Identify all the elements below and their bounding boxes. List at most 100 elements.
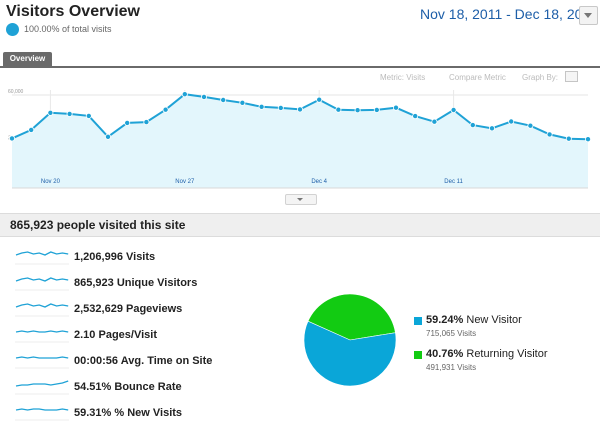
sparkline-icon (15, 408, 69, 421)
metric-label: Pages/Visit (98, 329, 157, 341)
data-point[interactable] (296, 106, 303, 113)
data-point[interactable] (143, 119, 150, 126)
legend-label: New Visitor (466, 314, 522, 326)
sparkline-icon (15, 303, 69, 317)
data-point[interactable] (354, 107, 361, 114)
data-point[interactable] (392, 104, 399, 111)
metric-label: Bounce Rate (114, 381, 182, 393)
metric-row[interactable]: 54.51% Bounce Rate (0, 375, 290, 399)
sparkline-icon (15, 251, 69, 265)
compare-metric-selector[interactable]: Compare Metric (449, 73, 506, 82)
summary-bar (0, 213, 600, 237)
metric-label: Unique Visitors (116, 277, 198, 289)
data-point[interactable] (85, 112, 92, 119)
sparkline-icon (15, 277, 69, 291)
metric-number: 2.10 (74, 329, 96, 341)
metric-value: 865,923 Unique Visitors (74, 277, 197, 289)
data-point[interactable] (316, 96, 323, 103)
data-point[interactable] (565, 135, 572, 142)
graph-by-label: Graph By: (522, 73, 559, 82)
data-point[interactable] (66, 110, 73, 117)
visitor-type-pie-chart (303, 293, 397, 387)
metric-number: 865,923 (74, 277, 114, 289)
pie-slice-new-visitor[interactable] (303, 320, 397, 387)
metric-row[interactable]: 2,532,629 Pageviews (0, 297, 290, 321)
metric-value: 2,532,629 Pageviews (74, 303, 182, 315)
legend-entry[interactable]: 40.76% Returning Visitor (426, 348, 548, 360)
sparkline-icon (15, 356, 69, 369)
tab-underline (0, 66, 600, 68)
metric-label: % New Visits (114, 407, 183, 419)
legend-label: Returning Visitor (466, 348, 548, 360)
data-point[interactable] (546, 131, 553, 138)
metric-number: 00:00:56 (74, 355, 119, 367)
metric-row[interactable]: 2.10 Pages/Visit (0, 323, 290, 347)
metric-value: 54.51% Bounce Rate (74, 381, 182, 393)
data-point[interactable] (469, 122, 476, 129)
sparkline-icon (15, 330, 69, 343)
x-tick-label: Dec 4 (311, 179, 327, 185)
chart-expand-handle[interactable] (285, 194, 317, 205)
data-point[interactable] (28, 126, 35, 133)
sparkline-icon (15, 380, 69, 395)
legend-swatch (414, 317, 422, 325)
metric-row[interactable]: 00:00:56 Avg. Time on Site (0, 349, 290, 373)
data-point[interactable] (527, 122, 534, 129)
data-point[interactable] (277, 104, 284, 111)
metric-label: Visits (126, 251, 156, 263)
data-point[interactable] (105, 133, 112, 140)
date-range-picker[interactable]: Nov 18, 2011 - Dec 18, 2011 (420, 6, 597, 22)
metric-number: 59.31% (74, 407, 112, 419)
data-point[interactable] (508, 118, 515, 125)
data-point[interactable] (200, 93, 207, 100)
data-point[interactable] (258, 103, 265, 110)
data-point[interactable] (335, 106, 342, 113)
metric-number: 2,532,629 (74, 303, 123, 315)
metric-value: 2.10 Pages/Visit (74, 329, 157, 341)
date-range-dropdown-button[interactable] (579, 6, 598, 25)
segment-label: 100.00% of total visits (24, 24, 112, 34)
data-point[interactable] (431, 118, 438, 125)
x-tick-label: Dec 11 (444, 179, 463, 185)
metric-label: Avg. Time on Site (120, 355, 213, 367)
data-point[interactable] (488, 125, 495, 132)
metric-value: 1,206,996 Visits (74, 251, 155, 263)
segment-pie-icon (6, 23, 19, 36)
legend-entry[interactable]: 59.24% New Visitor (426, 314, 522, 326)
metric-row[interactable]: 1,206,996 Visits (0, 245, 290, 269)
data-point[interactable] (8, 135, 15, 142)
data-point[interactable] (162, 106, 169, 113)
metric-label: Pageviews (126, 303, 183, 315)
data-point[interactable] (47, 109, 54, 116)
graph-by-chart-icon[interactable] (565, 71, 578, 82)
data-point[interactable] (450, 107, 457, 114)
data-point[interactable] (373, 106, 380, 113)
metric-selector[interactable]: Metric: Visits (380, 73, 426, 82)
data-point[interactable] (585, 136, 592, 143)
legend-visits: 491,931 Visits (426, 363, 477, 372)
data-point[interactable] (412, 113, 419, 120)
area-fill (12, 94, 588, 188)
y-tick-label: 60,000 (8, 89, 24, 95)
metric-value: 59.31% % New Visits (74, 407, 182, 419)
metric-value: 00:00:56 Avg. Time on Site (74, 355, 212, 367)
tab-overview[interactable]: Overview (3, 52, 52, 66)
metric-number: 1,206,996 (74, 251, 123, 263)
data-point[interactable] (181, 91, 188, 98)
summary-title: 865,923 people visited this site (10, 218, 186, 232)
page-title: Visitors Overview (6, 3, 140, 20)
x-tick-label: Nov 20 (41, 179, 61, 185)
metric-row[interactable]: 865,923 Unique Visitors (0, 271, 290, 295)
pie-slice-returning-visitor[interactable] (307, 293, 396, 341)
data-point[interactable] (124, 119, 131, 126)
x-tick-label: Nov 27 (175, 179, 195, 185)
metric-row[interactable]: 59.31% % New Visits (0, 401, 290, 425)
data-point[interactable] (239, 99, 246, 106)
chevron-down-icon (297, 198, 303, 201)
legend-visits: 715,065 Visits (426, 329, 477, 338)
data-point[interactable] (220, 96, 227, 103)
legend-swatch (414, 351, 422, 359)
chevron-down-icon (584, 13, 592, 18)
legend-percent: 40.76% (426, 348, 464, 360)
